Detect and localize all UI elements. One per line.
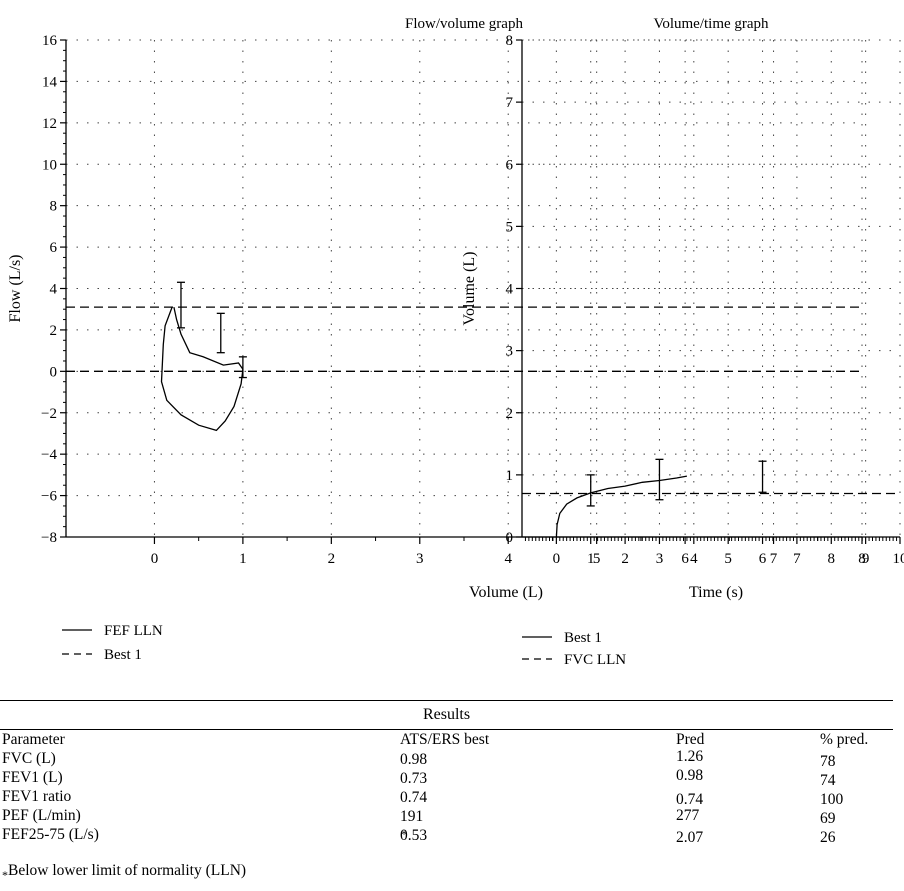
series-line xyxy=(160,306,244,432)
y-tick-label: 0 xyxy=(506,530,514,546)
y-tick-label: 3 xyxy=(506,344,514,360)
y-tick-label: 14 xyxy=(42,74,58,90)
x-tick-label: 3 xyxy=(656,551,664,567)
x-tick-label: 8 xyxy=(828,551,836,567)
y-axis-label: Volume (L) xyxy=(461,252,478,326)
cell-pct-pred: 26 xyxy=(820,829,836,846)
y-tick-label: −8 xyxy=(41,530,57,546)
results-title: Results xyxy=(422,706,471,723)
legend: Best 1 FVC LLN xyxy=(522,630,626,668)
table-row: FEV1 ratio 0.74 0.74 100 xyxy=(0,787,893,808)
y-tick-label: 4 xyxy=(50,282,58,298)
chart-title: Volume/time graph xyxy=(653,16,769,32)
y-tick-label: 2 xyxy=(506,406,514,422)
cell-best-value: 0.53 xyxy=(400,827,428,844)
cell-pct-pred: 74 xyxy=(820,772,836,789)
cell-parameter: FEV1 ratio xyxy=(2,788,72,805)
x-tick-label: 2 xyxy=(621,551,629,567)
y-tick-label: −4 xyxy=(41,447,57,463)
x-tick-label: 6 xyxy=(681,551,689,567)
legend-label: FEF LLN xyxy=(104,623,163,639)
legend: FEF LLN Best 1 xyxy=(62,623,163,663)
x-tick-label: 5 xyxy=(593,551,601,567)
table-header-row: Parameter ATS/ERS best Pred % pred. xyxy=(0,730,893,749)
y-tick-label: 6 xyxy=(50,240,58,256)
x-tick-label: 1 xyxy=(239,551,247,567)
cell-parameter: PEF (L/min) xyxy=(2,807,81,824)
below-lln-marker: * xyxy=(401,827,407,841)
cell-best-value: 0.74 xyxy=(400,789,428,806)
footnote-text: Below lower limit of normality (LLN) xyxy=(8,862,247,879)
cell-pred: 2.07 xyxy=(676,829,704,846)
cell-pred: 277 xyxy=(676,807,700,824)
chart-title: Flow/volume graph xyxy=(405,16,523,32)
x-tick-label: 4 xyxy=(690,551,698,567)
x-axis-label: Time (s) xyxy=(689,584,743,601)
y-tick-label: 2 xyxy=(50,323,58,339)
footnote-marker: * xyxy=(2,868,8,882)
x-tick-label: 0 xyxy=(553,551,561,567)
y-tick-label: 0 xyxy=(50,364,58,380)
column-header-pred: Pred xyxy=(676,731,705,748)
table-row: FEF25-75 (L/s) 0.53 * 2.07 26 xyxy=(0,825,893,846)
y-tick-label: 16 xyxy=(42,33,58,49)
y-tick-label: 12 xyxy=(42,116,57,132)
cell-best-value: 0.98 xyxy=(400,751,428,768)
x-tick-label: 5 xyxy=(724,551,732,567)
cell-pct-pred: 69 xyxy=(820,810,836,827)
x-tick-label: 8 xyxy=(858,551,866,567)
header-rule xyxy=(0,729,893,730)
top-rule xyxy=(0,700,893,701)
x-tick-label: 0 xyxy=(151,551,159,567)
x-tick-label: 10 xyxy=(893,551,904,567)
x-tick-label: 7 xyxy=(793,551,801,567)
results-table: Results Parameter ATS/ERS best Pred % pr… xyxy=(0,700,893,846)
column-header-parameter: Parameter xyxy=(2,731,65,748)
y-tick-label: 10 xyxy=(42,157,57,173)
cell-parameter: FEF25-75 (L/s) xyxy=(2,826,99,843)
table-row: PEF (L/min) 191 277 69 xyxy=(0,806,893,827)
y-tick-label: −2 xyxy=(41,406,57,422)
y-tick-label: 5 xyxy=(506,219,514,235)
y-tick-label: 8 xyxy=(50,199,58,215)
x-tick-label: 9 xyxy=(862,551,870,567)
y-tick-label: 8 xyxy=(506,33,514,49)
x-tick-label: 1 xyxy=(587,551,595,567)
cell-best-value: 191 xyxy=(400,808,424,825)
cell-pred: 1.26 xyxy=(676,748,704,765)
y-tick-label: 7 xyxy=(506,95,514,111)
column-header-best: ATS/ERS best xyxy=(400,731,490,748)
cell-parameter: FEV1 (L) xyxy=(2,769,63,786)
cell-pct-pred: 100 xyxy=(820,791,844,808)
y-tick-label: 6 xyxy=(506,157,514,173)
series-line xyxy=(555,475,688,538)
y-tick-label: 4 xyxy=(506,282,514,298)
cell-pct-pred: 78 xyxy=(820,753,836,770)
x-tick-label: 6 xyxy=(759,551,767,567)
cell-best-value: 0.73 xyxy=(400,770,428,787)
cell-parameter: FVC (L) xyxy=(2,750,56,767)
y-axis-label: Flow (L/s) xyxy=(7,255,24,323)
table-row: FVC (L) 0.98 1.26 78 xyxy=(0,748,893,770)
y-tick-label: −6 xyxy=(41,489,57,505)
x-tick-label: 2 xyxy=(328,551,336,567)
x-tick-label: 4 xyxy=(504,551,512,567)
table-row: FEV1 (L) 0.73 0.98 74 xyxy=(0,767,893,789)
x-tick-label: 7 xyxy=(770,551,778,567)
cell-pred: 0.98 xyxy=(676,767,704,784)
legend-label: Best 1 xyxy=(104,647,142,663)
x-axis-label: Volume (L) xyxy=(469,584,543,601)
y-tick-label: 1 xyxy=(506,468,514,484)
cell-pred: 0.74 xyxy=(676,791,704,808)
x-tick-label: 3 xyxy=(416,551,424,567)
legend-label: FVC LLN xyxy=(564,652,626,668)
column-header-pct-pred: % pred. xyxy=(820,731,869,748)
legend-label: Best 1 xyxy=(564,630,602,646)
footnote: *Below lower limit of normality (LLN) xyxy=(2,862,247,882)
